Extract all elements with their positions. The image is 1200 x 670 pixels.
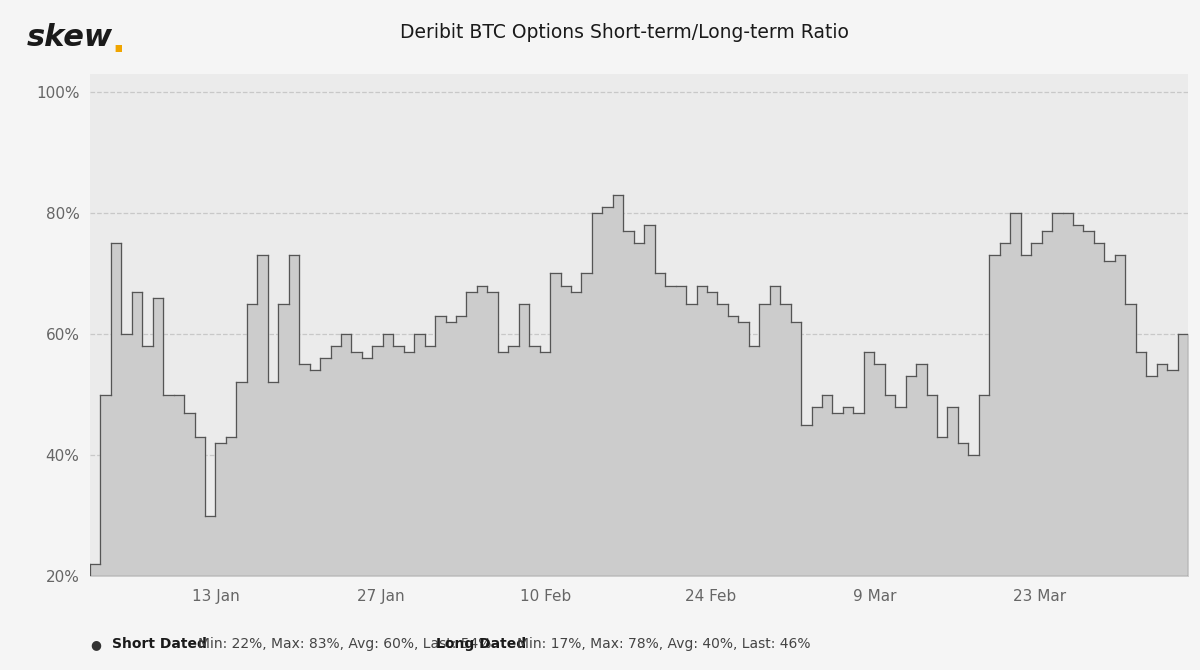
Text: Min: 22%, Max: 83%, Avg: 60%, Last: 54%: Min: 22%, Max: 83%, Avg: 60%, Last: 54% (198, 637, 491, 651)
Text: Min: 17%, Max: 78%, Avg: 40%, Last: 46%: Min: 17%, Max: 78%, Avg: 40%, Last: 46% (517, 637, 811, 651)
Text: skew: skew (26, 23, 113, 52)
Text: .: . (112, 25, 125, 60)
Text: Long Dated: Long Dated (436, 637, 526, 651)
Text: Short Dated: Short Dated (112, 637, 206, 651)
Text: Deribit BTC Options Short-term/Long-term Ratio: Deribit BTC Options Short-term/Long-term… (400, 23, 848, 42)
Text: ●: ● (90, 639, 101, 651)
